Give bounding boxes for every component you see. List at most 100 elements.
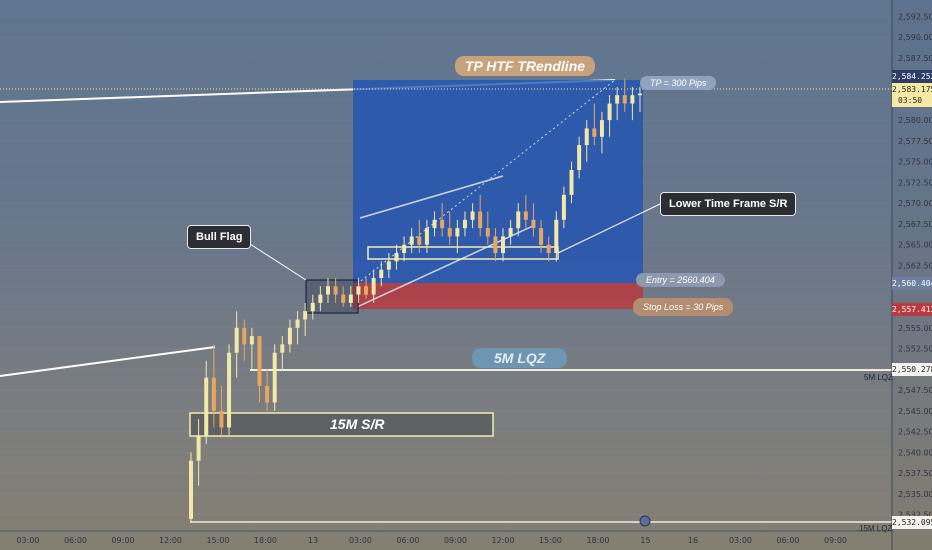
candle-body <box>280 344 285 353</box>
time-tick-label: 06:00 <box>776 536 799 545</box>
price-tick-label: 2,580.000 <box>898 116 932 125</box>
lqz-15m-right-label: 15M LQZ <box>859 524 893 533</box>
time-tick-label: 03:00 <box>349 536 372 545</box>
price-tick-label: 2,562.500 <box>898 262 932 271</box>
candle-body <box>523 211 528 220</box>
candle-body <box>630 95 635 104</box>
price-tick-label: 2,592.500 <box>898 12 932 21</box>
candle-body <box>584 128 589 146</box>
candle-body <box>379 269 384 278</box>
candle-body <box>432 219 437 229</box>
tp-trendline-label: TP HTF TRendline <box>455 56 596 76</box>
stop-loss-zone <box>353 283 643 309</box>
candle-body <box>386 261 391 270</box>
time-tick-label: 09:00 <box>111 536 134 545</box>
lower-trendline <box>0 346 216 377</box>
candle-body <box>196 435 201 461</box>
candle-body <box>272 352 277 403</box>
candle-body <box>249 336 254 345</box>
sr-15m-label: 15M S/R <box>330 416 385 432</box>
channel-lower-line <box>356 224 536 308</box>
candle-body <box>257 336 262 386</box>
time-tick-label: 13 <box>308 536 318 545</box>
candle-body <box>333 286 338 295</box>
price-tick-label: 2,567.500 <box>898 220 932 229</box>
time-marker-icon[interactable] <box>639 515 651 527</box>
lqz-15m-price-badge: 2,532.095 <box>892 516 932 529</box>
candle-body <box>303 311 308 320</box>
price-tick-label: 2,545.000 <box>898 407 932 416</box>
price-axis[interactable]: 2,532.500 2,535.000 2,537.500 2,540.000 2,54… <box>898 12 932 519</box>
candle-body <box>462 219 467 229</box>
candle-body <box>493 236 498 254</box>
price-tick-label: 2,540.000 <box>898 448 932 457</box>
candle-body <box>341 294 346 303</box>
candle-body <box>539 228 544 245</box>
candle-body <box>478 211 483 229</box>
price-tick-label: 2,542.500 <box>898 428 932 437</box>
bull-flag-leader <box>249 243 307 281</box>
candle-body <box>615 95 620 104</box>
price-tick-label: 2,552.500 <box>898 345 932 354</box>
candle-body <box>622 95 627 104</box>
lqz-5m-price-badge: 2,550.278 <box>892 363 932 376</box>
lqz-5m-right-label: 5M LQZ <box>864 373 893 382</box>
candle-body <box>219 410 224 428</box>
ltf-sr-callout: Lower Time Frame S/R <box>660 192 797 216</box>
time-tick-label: 18:00 <box>586 536 609 545</box>
candle-body <box>409 236 414 245</box>
candle-body <box>310 302 315 312</box>
sr-15m-box <box>189 412 494 437</box>
candle-body <box>348 294 353 303</box>
time-tick-label: 03:00 <box>16 536 39 545</box>
stop-price-badge: 2,557.413 <box>892 303 932 316</box>
candle-body <box>577 145 582 170</box>
countdown-badge: 03:50 <box>892 94 932 107</box>
lqz-5m-label: 5M LQZ <box>472 348 568 368</box>
time-tick-label: 15 <box>640 536 650 545</box>
price-tick-label: 2,532.500 <box>898 511 932 520</box>
candle-body <box>371 277 376 295</box>
price-tick-label: 2,547.500 <box>898 386 932 395</box>
time-tick-label: 18:00 <box>254 536 277 545</box>
channel-upper-line <box>359 175 504 219</box>
candle-body <box>531 219 536 229</box>
candle-body <box>265 385 270 403</box>
candle-body <box>295 319 300 328</box>
price-tick-label: 2,535.000 <box>898 490 932 499</box>
candle-body <box>569 169 574 195</box>
candle-body <box>508 228 513 237</box>
candle-body <box>394 253 399 262</box>
candle-body <box>417 236 422 245</box>
candle-body <box>402 244 407 254</box>
candle-body <box>554 219 559 254</box>
current-price-badge: 2,583.175 <box>892 83 932 96</box>
price-tick-label: 2,570.000 <box>898 199 932 208</box>
candle-body <box>189 460 193 519</box>
candle-body <box>356 286 361 295</box>
candle-body <box>516 211 521 229</box>
candle-body <box>592 128 597 137</box>
candle-body <box>447 228 452 237</box>
candle-body <box>234 327 239 353</box>
price-tick-label: 2,572.500 <box>898 178 932 187</box>
candle-body <box>485 228 490 237</box>
candle-body <box>546 244 551 254</box>
candle-body <box>440 219 445 229</box>
price-tick-label: 2,587.500 <box>898 54 932 63</box>
time-tick-label: 12:00 <box>491 536 514 545</box>
price-tick-label: 2,575.000 <box>898 158 932 167</box>
candle-body <box>470 211 475 220</box>
candle-body <box>424 228 429 245</box>
price-tick-label: 2,565.000 <box>898 241 932 250</box>
time-tick-label: 09:00 <box>444 536 467 545</box>
top-price-badge: 2,584.252 <box>892 70 932 83</box>
time-axis[interactable]: 03:00 06:00 09:00 12:00 15:00 18:00 13 03:00 06:… <box>16 536 847 545</box>
time-tick-label: 09:00 <box>824 536 847 545</box>
price-tick-label: 2,555.000 <box>898 324 932 333</box>
candle-body <box>455 228 460 237</box>
candle-body <box>325 286 330 295</box>
time-tick-label: 03:00 <box>729 536 752 545</box>
